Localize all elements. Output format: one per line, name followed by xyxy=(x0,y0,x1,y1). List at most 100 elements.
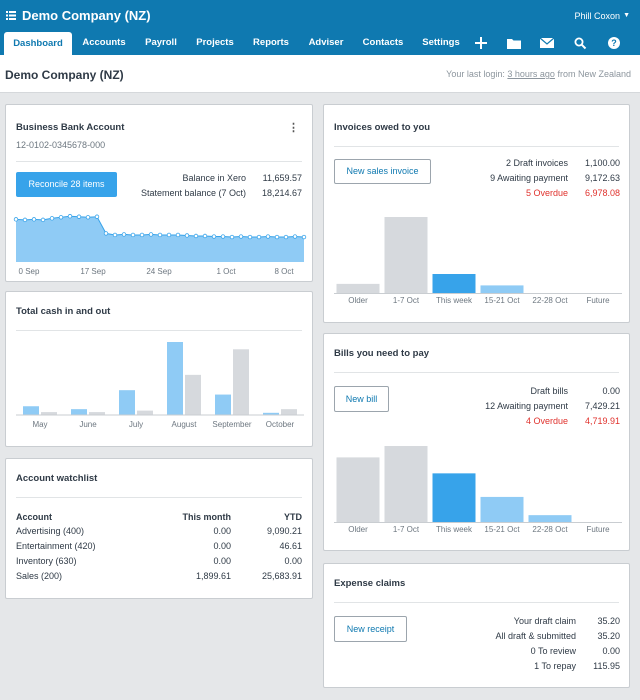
aged-bar xyxy=(432,473,476,522)
watchlist-account[interactable]: Advertising (400) xyxy=(16,526,85,536)
draft-bills-value: 0.00 xyxy=(602,386,620,396)
watchlist-account[interactable]: Inventory (630) xyxy=(16,556,77,566)
bank-balance-point xyxy=(157,232,163,238)
reconcile-button[interactable]: Reconcile 28 items xyxy=(16,172,117,197)
bank-account-number: 12-0102-0345678-000 xyxy=(16,140,106,150)
user-menu[interactable]: Phill Coxon xyxy=(574,11,620,21)
watchlist-month: 0.00 xyxy=(213,556,231,566)
expense-title[interactable]: Expense claims xyxy=(334,578,406,589)
new-sales-invoice-button[interactable]: New sales invoice xyxy=(334,159,431,184)
aged-bar xyxy=(528,515,572,522)
aged-bar xyxy=(480,285,524,293)
expense-stat-value: 0.00 xyxy=(602,646,620,656)
bank-x-label: 24 Sep xyxy=(146,267,172,276)
cash-out-bar xyxy=(281,409,297,415)
watchlist-account[interactable]: Sales (200) xyxy=(16,571,63,581)
expense-stat-label[interactable]: 0 To review xyxy=(530,646,576,656)
help-icon[interactable]: ? xyxy=(605,34,623,52)
overdue-invoices-value: 6,978.08 xyxy=(584,188,620,198)
bank-balance-point xyxy=(166,232,172,238)
bank-balance-point xyxy=(139,232,145,238)
cash-out-bar xyxy=(89,412,105,415)
bills-title[interactable]: Bills you need to pay xyxy=(334,348,430,359)
awaiting-payment-link[interactable]: 9 Awaiting payment xyxy=(490,173,568,183)
cash-in-bar xyxy=(263,412,279,415)
mail-icon[interactable] xyxy=(538,34,556,52)
nav-payroll[interactable]: Payroll xyxy=(145,37,177,48)
expense-stat-label[interactable]: Your draft claim xyxy=(513,616,576,626)
expense-stat-value: 35.20 xyxy=(597,631,620,641)
watchlist-account[interactable]: Entertainment (420) xyxy=(16,541,96,551)
last-login-time[interactable]: 3 hours ago xyxy=(507,69,555,79)
nav-accounts[interactable]: Accounts xyxy=(82,37,126,48)
watchlist-ytd: 9,090.21 xyxy=(266,526,302,536)
awaiting-payment-value: 9,172.63 xyxy=(584,173,620,183)
folder-icon[interactable] xyxy=(505,34,523,52)
cash-x-label: June xyxy=(79,420,97,429)
bills-card: Bills you need to pay New bill Draft bil… xyxy=(323,333,630,551)
draft-bills-link[interactable]: Draft bills xyxy=(530,386,568,396)
bank-balance-point xyxy=(202,233,208,239)
plus-icon[interactable] xyxy=(472,34,490,52)
bank-balance-point xyxy=(274,234,280,240)
bank-balance-point xyxy=(220,234,226,239)
aged-x-label: This week xyxy=(435,296,472,305)
bank-balance-point xyxy=(175,232,181,238)
watchlist-month: 0.00 xyxy=(213,526,231,536)
aged-x-label: Future xyxy=(586,296,610,305)
awaiting-bills-link[interactable]: 12 Awaiting payment xyxy=(485,401,568,411)
expense-stat-label[interactable]: All draft & submitted xyxy=(495,631,576,641)
bank-balance-point xyxy=(67,214,73,219)
expense-claims-card: Expense claims New receipt Your draft cl… xyxy=(323,563,630,688)
bank-balance-point xyxy=(13,217,19,222)
bank-balance-point xyxy=(121,232,127,237)
top-bar: Demo Company (NZ) Phill Coxon ▼ xyxy=(0,0,640,30)
expense-stat-label[interactable]: 1 To repay xyxy=(534,661,576,671)
bank-balance-point xyxy=(130,232,136,238)
nav-dashboard[interactable]: Dashboard xyxy=(4,32,72,55)
bank-balance-point xyxy=(193,233,199,239)
bank-account-title[interactable]: Business Bank Account xyxy=(16,122,125,133)
expense-stat-value: 35.20 xyxy=(597,616,620,626)
watchlist-ytd: 25,683.91 xyxy=(261,571,302,581)
cash-card-title[interactable]: Total cash in and out xyxy=(16,306,111,317)
org-switcher[interactable]: Demo Company (NZ) xyxy=(6,8,151,23)
bank-x-label: 17 Sep xyxy=(80,267,106,276)
bank-balance-point xyxy=(94,214,100,219)
invoices-title[interactable]: Invoices owed to you xyxy=(334,122,431,133)
nav-settings[interactable]: Settings xyxy=(422,37,460,48)
watchlist-month: 0.00 xyxy=(213,541,231,551)
aged-bar xyxy=(336,283,380,293)
draft-invoices-link[interactable]: 2 Draft invoices xyxy=(505,158,568,168)
search-icon[interactable] xyxy=(571,34,589,52)
bank-balance-point xyxy=(148,232,154,237)
watchlist-ytd: 0.00 xyxy=(284,556,302,566)
nav-projects[interactable]: Projects xyxy=(196,37,234,48)
nav-contacts[interactable]: Contacts xyxy=(362,37,404,48)
more-options-icon[interactable]: ⋮ xyxy=(288,122,299,134)
chevron-down-icon[interactable]: ▼ xyxy=(623,12,630,19)
aged-bar xyxy=(432,274,476,293)
new-bill-button[interactable]: New bill xyxy=(334,386,389,412)
cash-in-out-card: Total cash in and out May June July Augu… xyxy=(5,291,313,447)
overdue-bills-link[interactable]: 4 Overdue xyxy=(525,416,568,426)
bills-chart xyxy=(334,446,622,523)
overdue-invoices-link[interactable]: 5 Overdue xyxy=(525,188,568,198)
bank-balance-point xyxy=(184,233,190,238)
bank-balance-point xyxy=(112,232,118,238)
nav-adviser[interactable]: Adviser xyxy=(308,37,344,48)
new-receipt-button[interactable]: New receipt xyxy=(334,616,407,642)
cash-chart xyxy=(16,342,304,416)
nav-reports[interactable]: Reports xyxy=(253,37,289,48)
divider xyxy=(334,372,619,373)
bank-balance-point xyxy=(211,234,217,239)
bank-balance-point xyxy=(292,234,298,239)
expense-stat-value: 115.95 xyxy=(593,661,620,671)
aged-bar xyxy=(384,217,428,293)
watchlist-title[interactable]: Account watchlist xyxy=(16,473,98,484)
invoices-card: Invoices owed to you New sales invoice 2… xyxy=(323,104,630,323)
cash-out-bar xyxy=(41,412,57,415)
bank-balance-point xyxy=(76,214,82,219)
cash-x-label: July xyxy=(128,420,144,429)
cash-out-bar xyxy=(137,410,153,415)
